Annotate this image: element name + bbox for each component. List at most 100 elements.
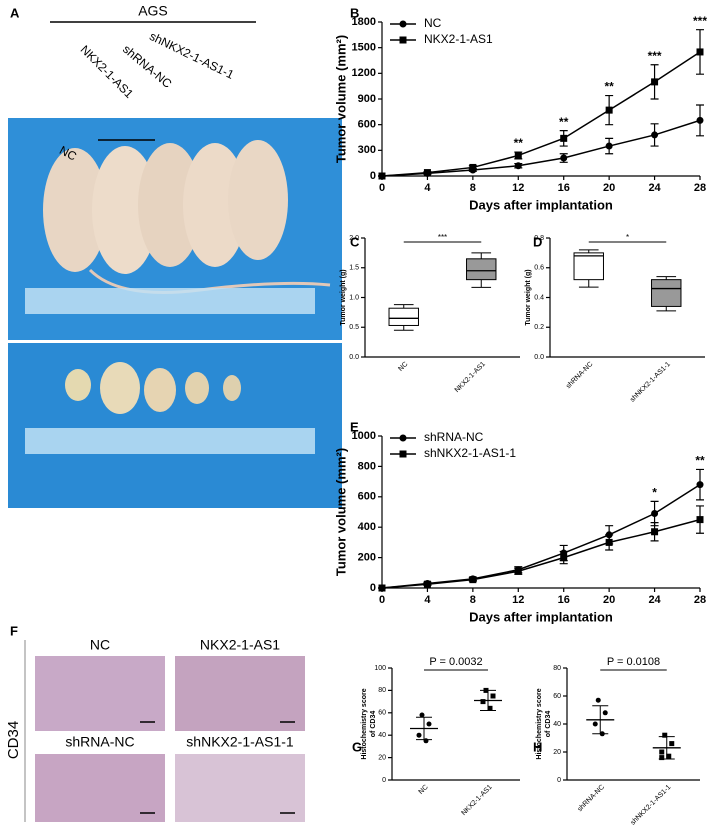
panel-label: A	[10, 5, 20, 20]
marker	[416, 732, 422, 738]
y-axis-label: Histochemistry score	[361, 688, 368, 759]
y-tick-label: 20	[553, 749, 561, 756]
photo-mice	[8, 118, 342, 508]
y-tick-label: 60	[553, 693, 561, 700]
x-tick-label: 16	[558, 594, 570, 606]
y-axis-label: Tumor weight (g)	[340, 269, 347, 325]
line	[381, 119, 701, 177]
marker	[602, 710, 608, 716]
x-tick-label: 20	[603, 594, 615, 606]
y-tick-label: 1200	[352, 67, 376, 79]
panel-label: B	[350, 5, 359, 20]
box	[651, 279, 682, 307]
marker	[696, 516, 704, 524]
marker	[605, 538, 613, 546]
marker	[469, 163, 477, 171]
line	[381, 518, 701, 589]
legend-label: NKX2-1-AS1	[424, 32, 493, 46]
sd-bar	[416, 716, 432, 741]
x-tick-label: 4	[424, 182, 431, 194]
x-axis-label: Days after implantation	[469, 609, 613, 624]
marker	[560, 154, 568, 162]
marker	[487, 705, 493, 711]
y-tick-label: 400	[358, 521, 376, 533]
y-axis-label: Histochemistry score	[536, 688, 543, 759]
y-tick-label: 1.5	[349, 265, 359, 272]
x-tick-label: shRNA-NC	[577, 784, 606, 813]
panel-label: H	[533, 739, 542, 754]
y-tick-label: 0	[370, 170, 376, 182]
marker	[696, 116, 704, 124]
x-tick-label: 4	[424, 594, 431, 606]
x-axis-label: Days after implantation	[469, 197, 613, 212]
y-tick-label: 1.0	[349, 294, 359, 301]
marker	[696, 48, 704, 56]
x-tick-label: 8	[470, 594, 476, 606]
marker	[399, 450, 407, 458]
x-tick-label: 20	[603, 182, 615, 194]
y-tick-label: 0.8	[534, 235, 544, 242]
y-tick-label: 0.4	[534, 294, 544, 301]
box	[573, 252, 604, 281]
significance: ***	[438, 233, 447, 242]
marker	[605, 142, 613, 150]
x-tick-label: NC	[397, 361, 409, 373]
significance: P = 0.0108	[607, 656, 660, 668]
y-tick-label: 20	[378, 754, 386, 761]
y-tick-label: 300	[358, 144, 376, 156]
marker	[378, 584, 386, 592]
y-tick-label: 600	[358, 491, 376, 503]
group-label: AGS	[138, 3, 168, 19]
marker	[666, 753, 672, 759]
legend-label: shRNA-NC	[424, 430, 484, 444]
marker	[651, 510, 659, 518]
y-tick-label: 1800	[352, 16, 376, 28]
marker	[426, 721, 432, 727]
significance: P = 0.0032	[429, 656, 482, 668]
x-tick-label: shRNA-NC	[565, 361, 594, 390]
x-tick-label: 0	[379, 182, 385, 194]
marker	[423, 580, 431, 588]
image-label: NKX2-1-AS1	[200, 637, 280, 653]
significance: *	[652, 486, 657, 500]
significance: ***	[693, 14, 707, 28]
box	[388, 307, 419, 326]
y-tick-label: 100	[374, 665, 386, 672]
y-tick-label: 0.6	[534, 265, 544, 272]
significance: *	[626, 233, 629, 242]
marker	[696, 481, 704, 489]
x-tick-label: 8	[470, 182, 476, 194]
y-axis-label: of CD34	[545, 711, 552, 738]
y-axis-label: Tumor weight (g)	[525, 269, 532, 325]
legend-label: shNKX2-1-AS1-1	[424, 446, 516, 460]
y-tick-label: 900	[358, 93, 376, 105]
x-tick-label: shNKX2-1-AS1-1	[629, 361, 672, 404]
marker	[669, 741, 675, 747]
x-tick-label: NC	[418, 784, 430, 796]
marker	[514, 567, 522, 575]
x-tick-label: 28	[694, 594, 706, 606]
panel-label: D	[533, 234, 542, 249]
significance: **	[695, 454, 705, 468]
image-label: shNKX2-1-AS1-1	[186, 734, 294, 750]
panel-label: E	[350, 419, 359, 434]
marker	[399, 434, 407, 442]
box	[466, 258, 497, 281]
y-tick-label: 1500	[352, 42, 376, 54]
y-tick-label: 1000	[352, 430, 376, 442]
y-tick-label: 80	[553, 665, 561, 672]
marker	[651, 78, 659, 86]
y-tick-label: 0	[370, 582, 376, 594]
y-tick-label: 0.0	[534, 354, 544, 361]
x-tick-label: 0	[379, 594, 385, 606]
panel-label: C	[350, 234, 360, 249]
y-axis-label: of CD34	[370, 711, 377, 738]
marker	[662, 732, 668, 738]
x-tick-label: 28	[694, 182, 706, 194]
marker	[651, 131, 659, 139]
y-tick-label: 80	[378, 687, 386, 694]
marker	[560, 554, 568, 562]
y-tick-label: 60	[378, 710, 386, 717]
y-tick-label: 0.5	[349, 324, 359, 331]
